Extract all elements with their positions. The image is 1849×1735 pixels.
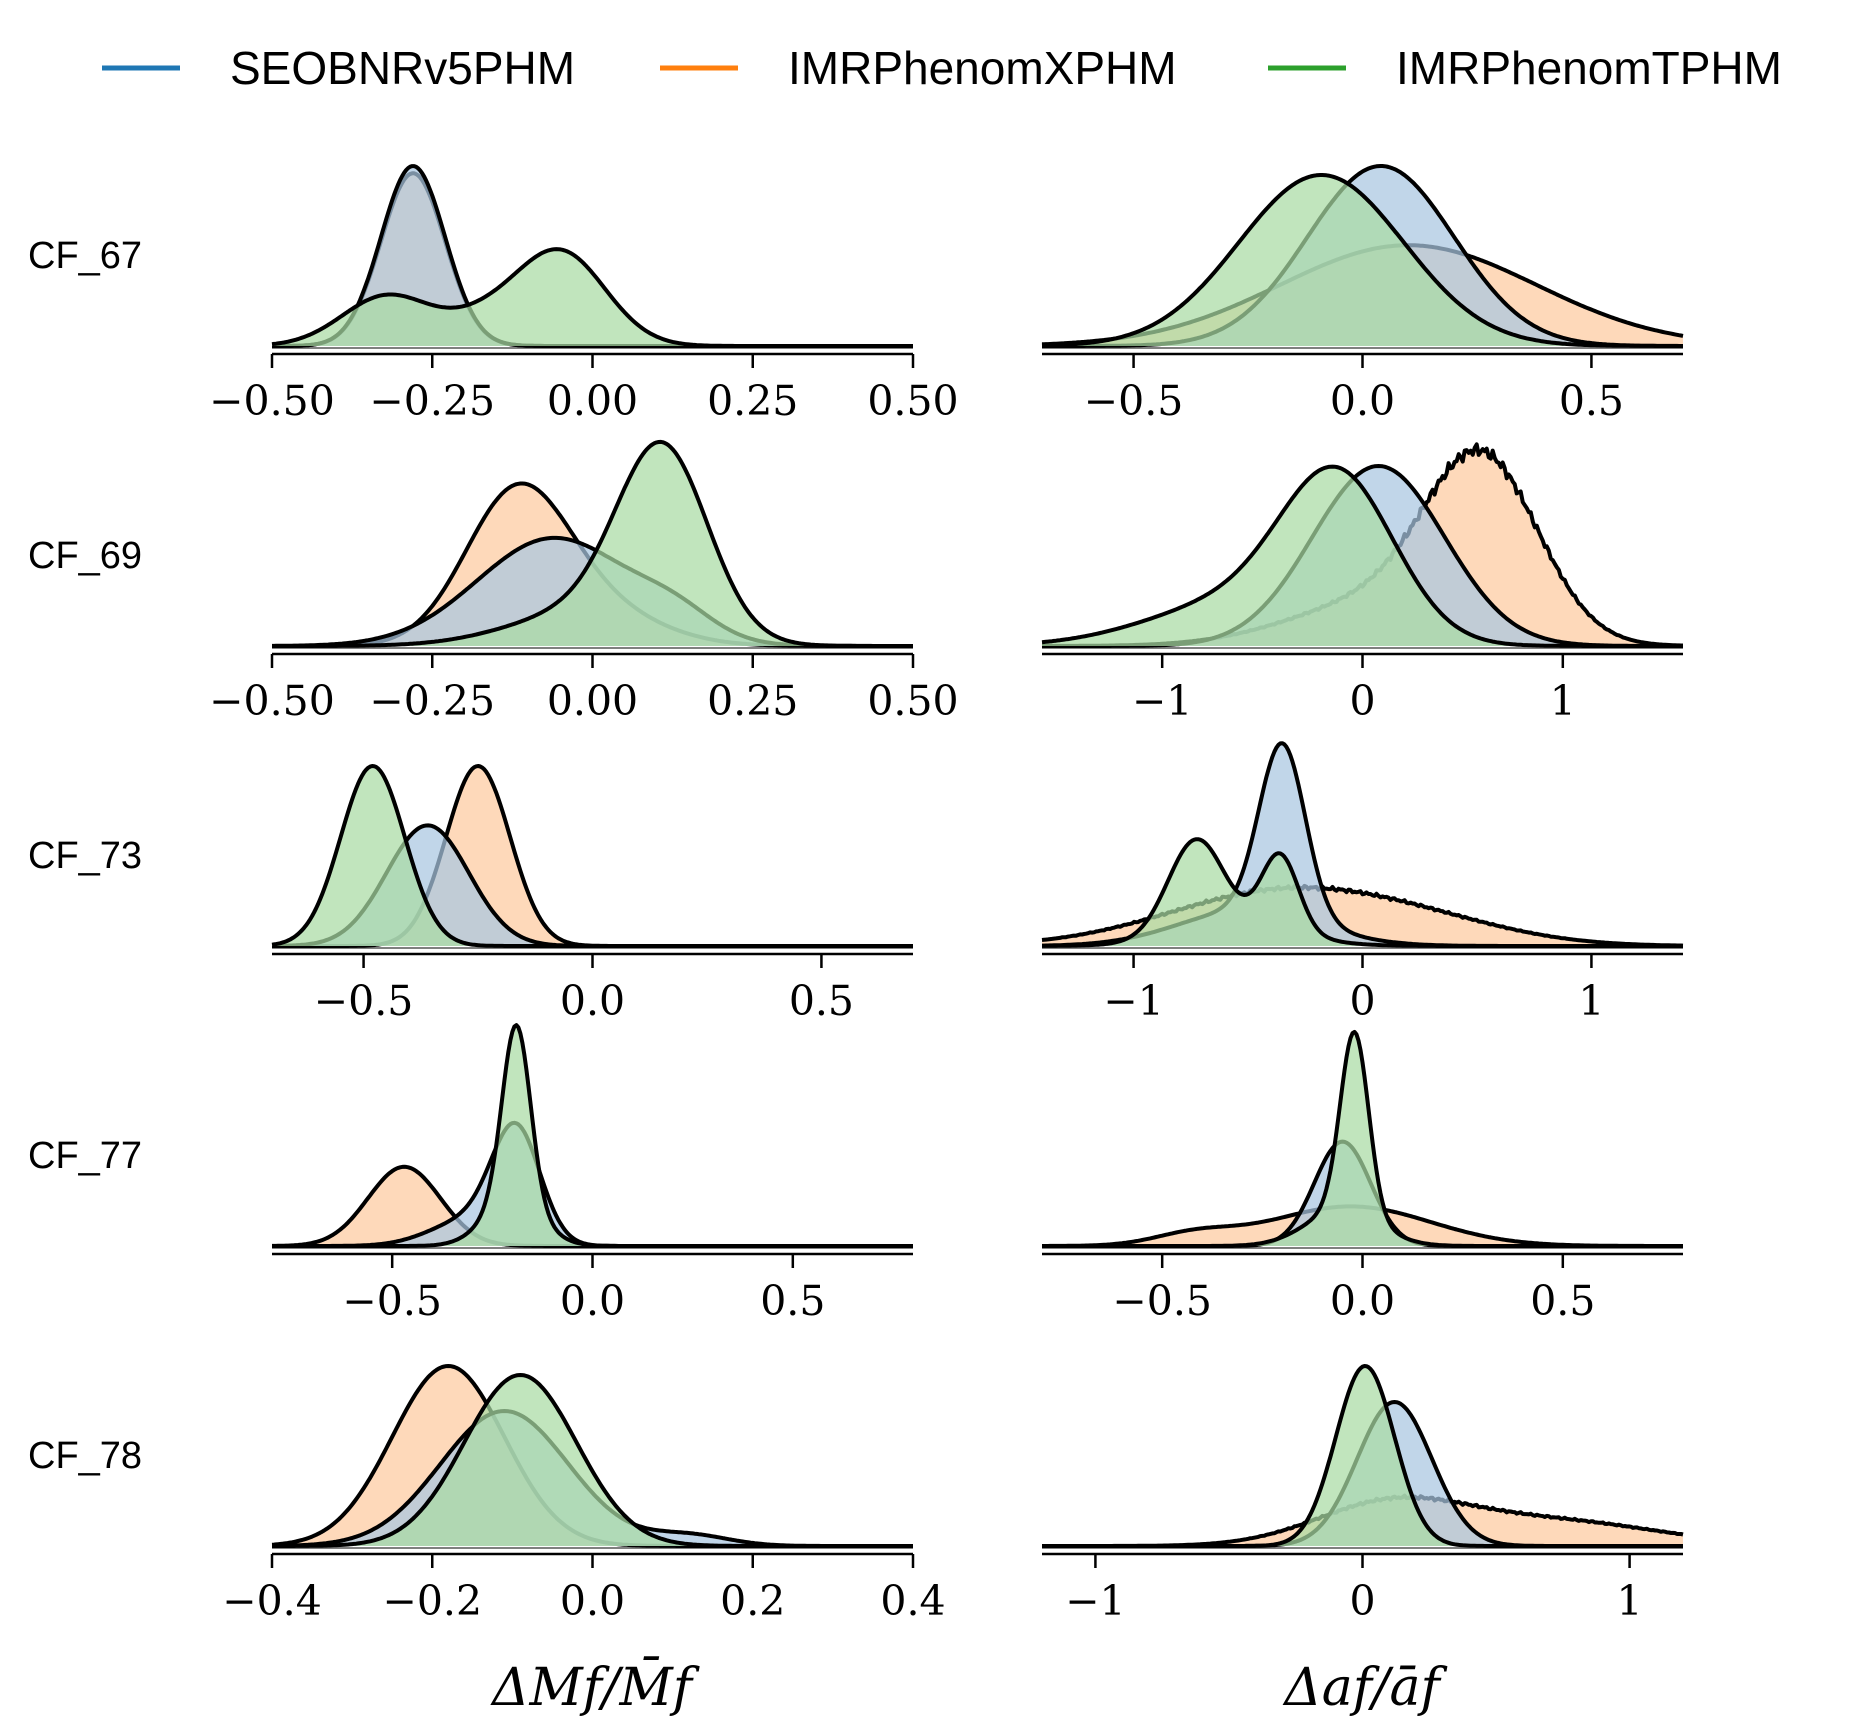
x-tick-label: −0.5 [342,1277,442,1325]
legend-label: SEOBNRv5PHM [230,42,575,94]
x-tick-label: −0.5 [314,977,414,1025]
x-tick-label: 0.4 [880,1577,945,1625]
density-fill-seobnrv5phm [272,166,913,346]
panel-cf-78-mass: −0.4 −0.2 0.0 0.2 0.4 [222,1364,946,1625]
x-tick-label: −1 [1065,1577,1125,1625]
panel-cf-78-spin: −1 0 1 [1042,1364,1684,1625]
x-tick-label: 1 [1617,1577,1643,1625]
density-fill-imrphenomtphm [272,441,913,646]
density-fill-imrphenomxphm [1042,444,1683,646]
x-tick-label: 0.00 [547,377,638,425]
panel-cf-77-spin: −0.5 0.0 0.5 [1042,1029,1683,1325]
density-curve-imrphenomtphm [272,439,913,648]
panel-cf-67-mass: −0.50 −0.25 0.00 0.25 0.50 [209,164,959,425]
row-label: CF_78 [28,1435,142,1477]
x-tick-label: −1 [1132,677,1192,725]
xlabel-mass: ΔMf/M̄f [490,1657,700,1718]
density-curve-imrphenomtphm [1042,1364,1683,1548]
density-fill-imrphenomtphm [272,249,913,346]
x-tick-label: 0 [1349,977,1375,1025]
x-tick-label: −0.5 [1112,1277,1212,1325]
density-curve-imrphenomtphm [1041,173,1683,348]
row-label: CF_73 [28,835,142,877]
x-tick-label: 0.0 [1330,377,1395,425]
x-tick-label: −0.25 [369,677,495,725]
x-tick-label: 0.0 [1330,1277,1395,1325]
density-fill-imrphenomxphm [272,1166,913,1246]
x-tick-label: 1 [1578,977,1604,1025]
density-fill-imrphenomtphm [272,766,913,946]
density-fill-imrphenomtphm [1042,175,1683,346]
x-tick-label: 0.25 [707,377,798,425]
x-tick-label: 0 [1349,677,1375,725]
panel-cf-73-mass: −0.5 0.0 0.5 [271,764,913,1025]
legend-entry-imrphenomtphm: IMRPhenomTPHM [1268,42,1782,94]
row-label: CF_77 [28,1135,142,1177]
panel-cf-67-spin: −0.5 0.0 0.5 [1041,164,1684,425]
row-cf-77: CF_77 −0.5 0.0 0.5 −0.5 0.0 0.5 [28,1023,1683,1325]
x-tick-label: 0.5 [789,977,854,1025]
legend-entry-seobnrv5phm: SEOBNRv5PHM [102,42,575,94]
panel-cf-77-mass: −0.5 0.0 0.5 [272,1023,913,1325]
x-tick-label: −1 [1103,977,1163,1025]
row-label: CF_69 [28,535,142,577]
panel-cf-69-mass: −0.50 −0.25 0.00 0.25 0.50 [209,439,959,725]
x-tick-label: −0.25 [369,377,495,425]
density-fill-imrphenomtphm [1042,466,1683,646]
row-cf-78: CF_78 −0.4 −0.2 0.0 0.2 0.4 −1 0 1 [28,1364,1684,1625]
panel-cf-69-spin: −1 0 1 [1041,442,1683,725]
density-fill-imrphenomtphm [272,1375,913,1546]
density-curve-imrphenomtphm [271,247,913,348]
density-curve-imrphenomtphm [272,1023,913,1248]
x-tick-label: −0.50 [209,677,335,725]
xlabel-spin: Δaf/āf [1282,1658,1447,1718]
x-tick-label: 1 [1550,677,1576,725]
legend-label: IMRPhenomTPHM [1396,42,1782,94]
x-tick-label: 0.5 [1559,377,1624,425]
x-tick-label: 0.5 [760,1277,825,1325]
density-curve-imrphenomtphm [272,1373,913,1548]
legend-label: IMRPhenomXPHM [788,42,1177,94]
x-tick-label: 0.0 [560,1277,625,1325]
x-tick-label: −0.5 [1084,377,1184,425]
density-curve-imrphenomtphm [1042,1029,1683,1248]
legend-entry-imrphenomxphm: IMRPhenomXPHM [660,42,1177,94]
row-cf-69: CF_69 −0.50 −0.25 0.00 0.25 0.50 −1 0 1 [28,439,1683,725]
x-tick-label: −0.4 [222,1577,322,1625]
row-cf-73: CF_73 −0.5 0.0 0.5 −1 0 1 [28,741,1684,1025]
x-tick-label: 0.25 [707,677,798,725]
density-fill-imrphenomtphm [1042,1366,1683,1546]
density-curve-imrphenomtphm [271,764,913,948]
x-tick-label: 0.50 [867,377,958,425]
row-cf-67: CF_67 −0.50 −0.25 0.00 0.25 0.50 −0.5 0.0 0.5 [28,164,1684,425]
panel-grid: CF_67−0.50 −0.25 0.00 0.25 0.50 −0.5 0.0 0.5CF_… [28,164,1684,1625]
density-curve-imrphenomtphm [1041,464,1683,648]
x-tick-label: 0.5 [1530,1277,1595,1325]
x-tick-label: −0.2 [382,1577,482,1625]
row-label: CF_67 [28,235,142,277]
x-tick-label: 0.0 [560,977,625,1025]
x-tick-label: −0.50 [209,377,335,425]
x-tick-label: 0.0 [560,1577,625,1625]
x-axis-labels: ΔMf/M̄f Δaf/āf [490,1657,1448,1718]
density-fill-imrphenomtphm [1042,1031,1683,1246]
legend: SEOBNRv5PHM IMRPhenomXPHM IMRPhenomTPHM [102,42,1782,94]
density-fill-imrphenomtphm [1042,839,1683,946]
panel-cf-73-spin: −1 0 1 [1041,741,1684,1025]
x-tick-label: 0.2 [720,1577,785,1625]
x-tick-label: 0.00 [547,677,638,725]
x-tick-label: 0.50 [867,677,958,725]
density-curve-imrphenomtphm [1042,837,1683,948]
x-tick-label: 0 [1349,1577,1375,1625]
